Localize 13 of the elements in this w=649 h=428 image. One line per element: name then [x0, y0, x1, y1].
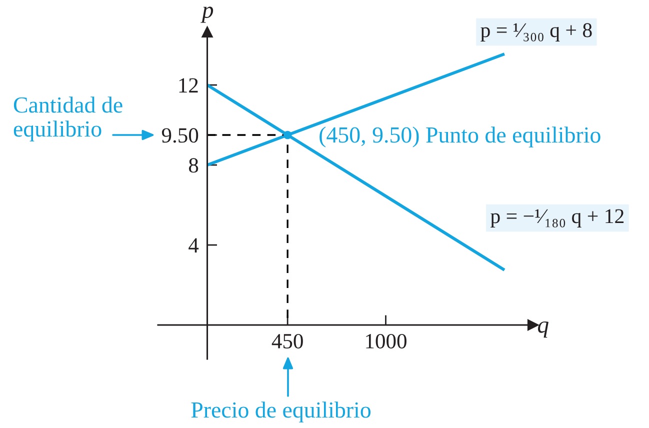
text: Cantidad de equilibrio [14, 96, 122, 142]
series-label: p = ¹⁄₃₀₀ q + 8 [480, 23, 592, 42]
y-tick-label: 4 [188, 238, 199, 252]
x-tick-label: 450 [272, 334, 303, 348]
y-tick-label: 8 [188, 158, 198, 173]
text: Precio de equilibrio [191, 402, 370, 422]
x-axis-title: q [538, 322, 548, 338]
annotation: (450, 9.50) Punto de equilibrio [320, 126, 600, 148]
y-axis-title: p [200, 6, 214, 23]
x-tick-label: 1000 [366, 334, 406, 348]
y-tick-label: 9.50 [162, 128, 198, 143]
y-tick-label: 12 [179, 78, 198, 92]
series-label: p = −¹⁄₁₈₀ q + 12 [490, 209, 624, 228]
